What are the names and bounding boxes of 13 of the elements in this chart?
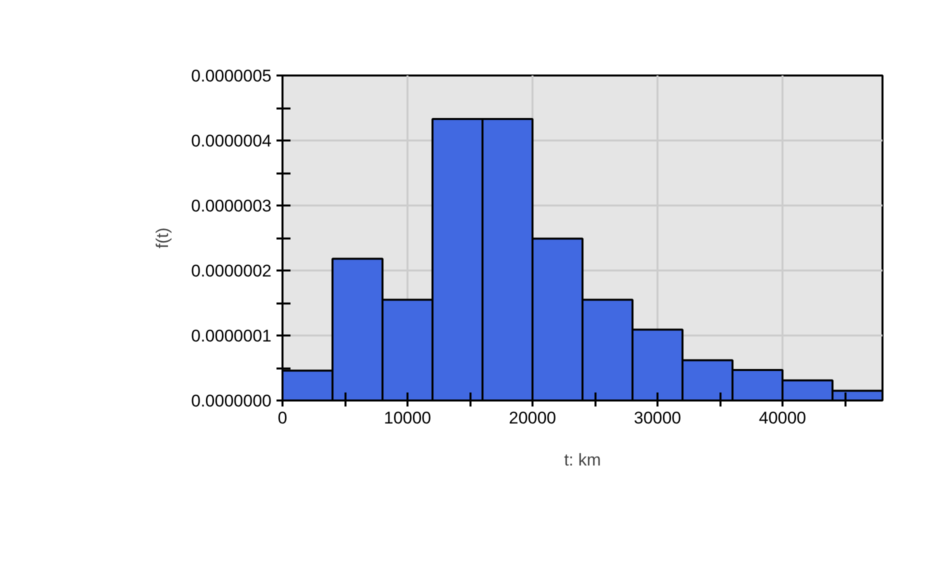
y-tick-label: 0.0000005 (191, 66, 272, 86)
y-axis-title: f(t) (153, 228, 172, 248)
x-tick-label: 20000 (508, 408, 556, 428)
y-tick-label: 0.0000003 (191, 196, 272, 216)
y-tick-label: 0.0000001 (191, 326, 272, 346)
y-tick-label: 0.0000002 (191, 262, 272, 280)
y-tick-label: 0.0000000 (191, 392, 272, 410)
y-tick-label: 0.0000004 (191, 132, 272, 150)
x-tick-label: 10000 (384, 408, 432, 428)
x-tick-label: 40000 (758, 408, 806, 428)
x-tick-label: 30000 (634, 408, 682, 428)
x-axis-title: t: km (564, 450, 601, 470)
x-tick-label: 0 (278, 408, 288, 428)
